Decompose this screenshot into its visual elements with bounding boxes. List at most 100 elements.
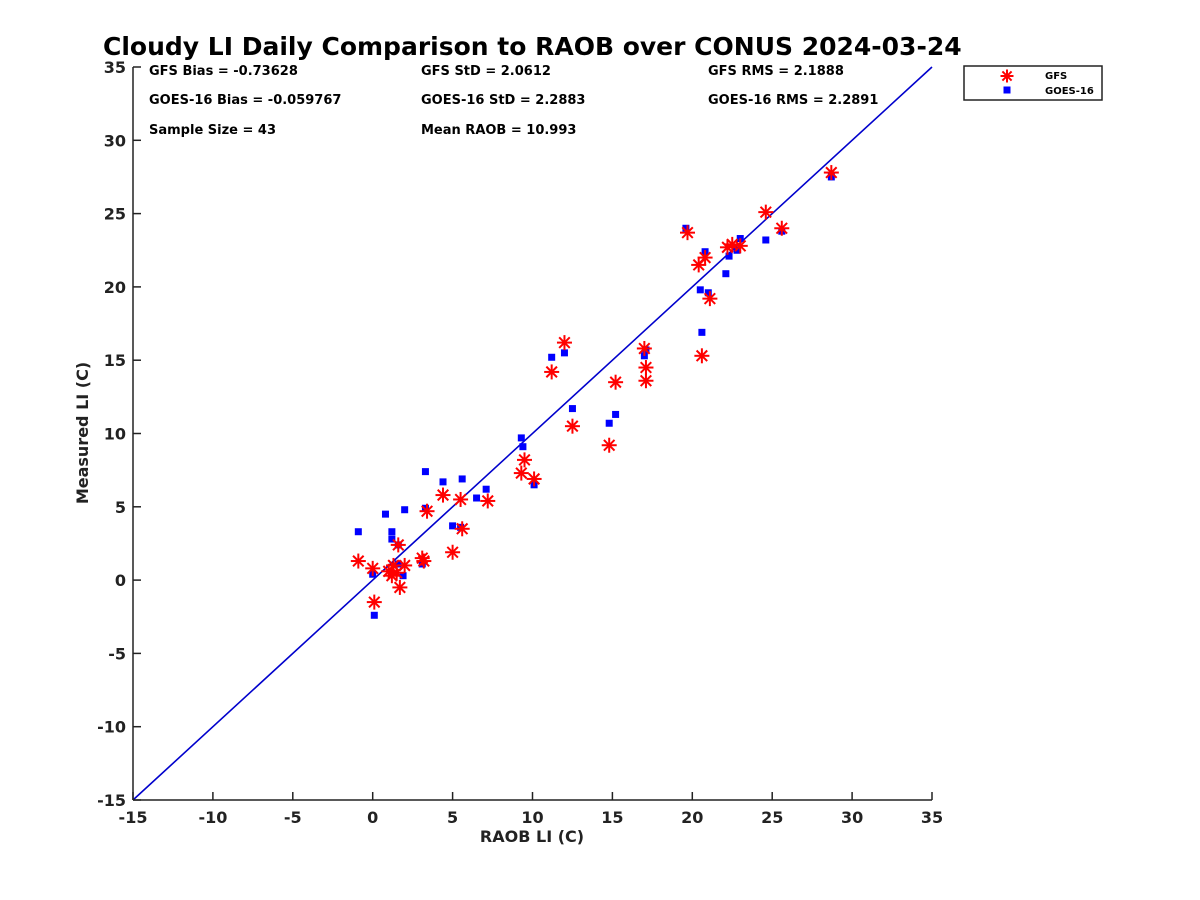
x-tick-label: 35 xyxy=(921,808,943,827)
gfs-point xyxy=(390,537,406,553)
goes16-point xyxy=(682,224,690,232)
stat-label: Sample Size = 43 xyxy=(149,123,276,138)
x-tick-label: 25 xyxy=(761,808,783,827)
gfs-point xyxy=(694,348,710,364)
gfs-point xyxy=(638,360,654,376)
y-tick-label: 20 xyxy=(104,278,126,297)
goes16-point xyxy=(725,252,733,260)
y-tick-label: 0 xyxy=(115,571,126,590)
gfs-point xyxy=(564,418,580,434)
stat-label: GOES-16 Bias = -0.059767 xyxy=(149,93,341,108)
goes16-point xyxy=(517,434,525,442)
goes16-point xyxy=(548,353,556,361)
chart-title: Cloudy LI Daily Comparison to RAOB over … xyxy=(103,32,962,61)
stat-label: GOES-16 StD = 2.2883 xyxy=(421,93,585,108)
plot-area xyxy=(132,66,933,801)
axes: -15 -10 -5 0 5 10 15 20 25 30 35 -15 -10 -5 0 5 10 15 20 25… xyxy=(97,58,943,827)
goes16-point xyxy=(722,270,730,278)
y-tick-label: -5 xyxy=(108,644,126,663)
gfs-point xyxy=(758,204,774,220)
gfs-point xyxy=(697,250,713,266)
y-tick-label: 5 xyxy=(115,498,126,517)
y-tick-label: 15 xyxy=(104,351,126,370)
goes16-point xyxy=(354,528,362,536)
stat-label: GFS StD = 2.0612 xyxy=(421,64,551,79)
y-tick-label: 10 xyxy=(104,425,126,444)
gfs-point xyxy=(392,579,408,595)
gfs-point xyxy=(608,374,624,390)
gfs-point xyxy=(601,437,617,453)
gfs-point xyxy=(636,340,652,356)
x-tick-label: 0 xyxy=(367,808,378,827)
one-to-one-line xyxy=(132,66,933,801)
legend-gfs-label: GFS xyxy=(1045,71,1067,82)
gfs-point xyxy=(680,225,696,241)
goes16-point xyxy=(698,328,706,336)
legend: GFS GOES-16 xyxy=(963,65,1103,101)
gfs-point xyxy=(823,165,839,181)
goes16-point xyxy=(458,475,466,483)
y-tick-label: 35 xyxy=(104,58,126,77)
goes16-point xyxy=(370,611,378,619)
legend-box xyxy=(963,65,1103,101)
gfs-point xyxy=(638,373,654,389)
gfs-point xyxy=(365,560,381,576)
goes16-point xyxy=(439,478,447,486)
stat-label: GFS Bias = -0.73628 xyxy=(149,64,298,79)
x-tick-label: 20 xyxy=(681,808,703,827)
goes16-point xyxy=(421,468,429,476)
gfs-point xyxy=(480,493,496,509)
gfs-point xyxy=(397,557,413,573)
legend-goes16-label: GOES-16 xyxy=(1045,86,1094,97)
x-tick-label: -15 xyxy=(119,808,148,827)
goes16-point xyxy=(560,349,568,357)
goes16-point xyxy=(401,506,409,514)
x-tick-label: -5 xyxy=(284,808,302,827)
gfs-point xyxy=(732,238,748,254)
gfs-point xyxy=(702,291,718,307)
goes16-point xyxy=(449,522,457,530)
goes16-point xyxy=(568,405,576,413)
goes16-point xyxy=(388,528,396,536)
goes16-point xyxy=(388,535,396,543)
gfs-point xyxy=(454,521,470,537)
y-tick-label: -15 xyxy=(97,791,126,810)
goes16-point xyxy=(482,485,490,493)
legend-goes16-marker xyxy=(1003,86,1011,94)
gfs-point xyxy=(544,364,560,380)
goes16-point xyxy=(381,510,389,518)
goes16-point xyxy=(394,560,402,568)
x-tick-label: 5 xyxy=(447,808,458,827)
data-marks xyxy=(350,165,839,619)
gfs-point xyxy=(419,503,435,519)
gfs-point xyxy=(556,335,572,351)
gfs-point xyxy=(416,553,432,569)
y-tick-label: -10 xyxy=(97,718,126,737)
stats-panel: GFS Bias = -0.73628 GFS StD = 2.0612 GFS R… xyxy=(149,64,878,138)
x-tick-label: 30 xyxy=(841,808,863,827)
gfs-point xyxy=(517,452,533,468)
gfs-point xyxy=(384,568,400,584)
goes16-point xyxy=(473,494,481,502)
legend-gfs-marker xyxy=(1000,69,1014,83)
gfs-point xyxy=(350,553,366,569)
goes16-point xyxy=(399,572,407,580)
stat-label: GFS RMS = 2.1888 xyxy=(708,64,844,79)
stat-label: Mean RAOB = 10.993 xyxy=(421,123,576,138)
stat-label: GOES-16 RMS = 2.2891 xyxy=(708,93,878,108)
y-axis-label: Measured LI (C) xyxy=(73,362,92,504)
gfs-point xyxy=(774,220,790,236)
x-axis-label: RAOB LI (C) xyxy=(480,827,584,846)
gfs-point xyxy=(513,465,529,481)
goes16-point xyxy=(696,286,704,294)
goes16-point xyxy=(612,410,620,418)
gfs-point xyxy=(453,491,469,507)
goes16-point xyxy=(762,236,770,244)
goes16-point xyxy=(519,443,527,451)
y-tick-label: 30 xyxy=(104,131,126,150)
gfs-point xyxy=(445,544,461,560)
gfs-point xyxy=(435,487,451,503)
gfs-point xyxy=(366,594,382,610)
x-tick-label: -10 xyxy=(198,808,227,827)
